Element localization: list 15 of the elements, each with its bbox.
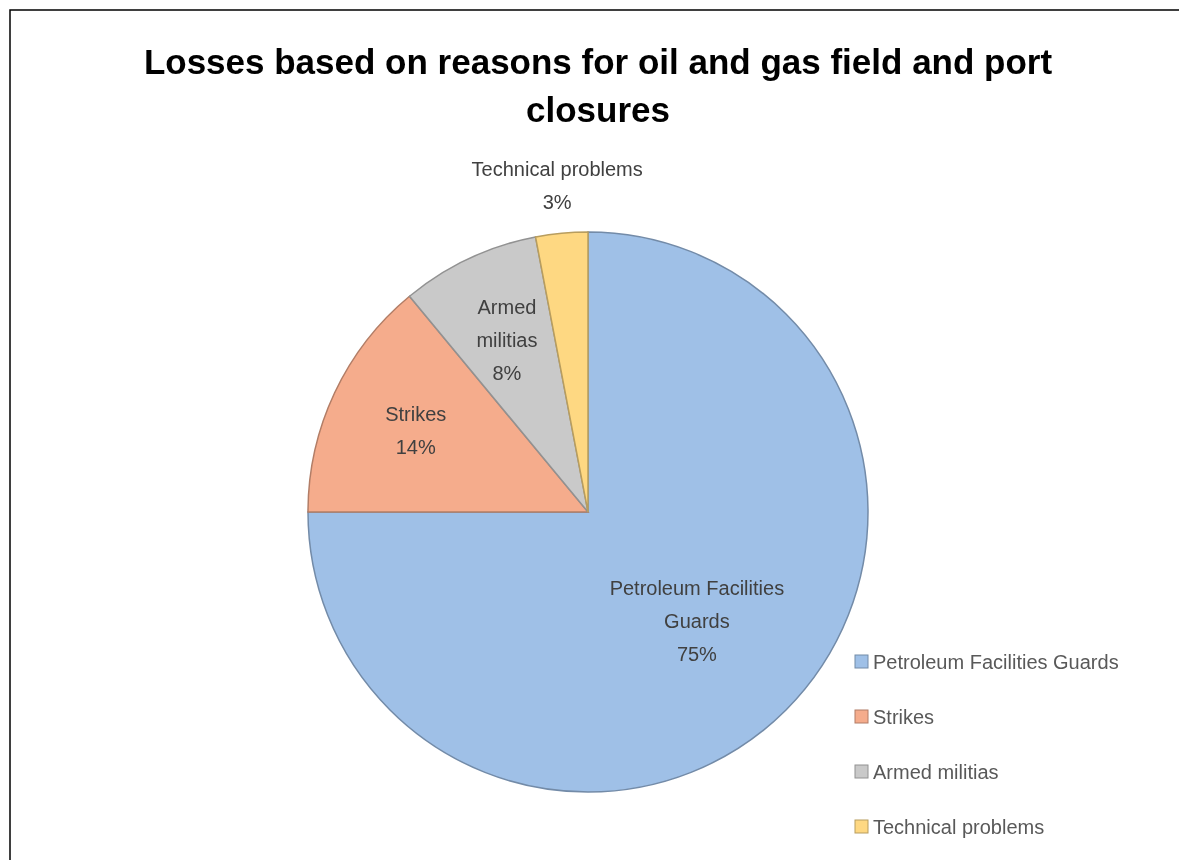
data-label: 3%: [542, 191, 572, 214]
slice-label: Petroleum Facilities Guards: [609, 576, 785, 632]
data-label: 75%: [676, 642, 718, 665]
slice-label: Armed militias: [476, 295, 538, 351]
slice-label: Strikes: [385, 403, 447, 426]
data-label: 8%: [492, 361, 522, 384]
pie-slice: [307, 231, 869, 793]
slice-label: Technical problems: [471, 158, 643, 181]
legend-label: Armed militias: [873, 761, 999, 783]
legend-label: Petroleum Facilities Guards: [873, 651, 1119, 673]
data-label: 14%: [395, 436, 436, 459]
pie-slice: [307, 295, 589, 513]
legend-label: Strikes: [873, 706, 935, 728]
chart-title: Losses based on reasons for oil and gas field and port closures: [143, 42, 1053, 129]
legend-label: Technical problems: [873, 816, 1045, 838]
